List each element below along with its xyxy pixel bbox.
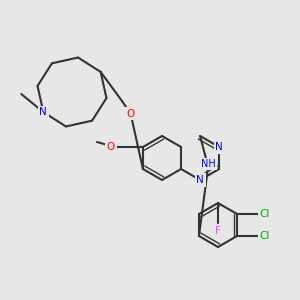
Text: N: N — [196, 175, 204, 185]
Text: N: N — [40, 107, 47, 117]
Text: Cl: Cl — [260, 209, 270, 219]
Text: NH: NH — [201, 159, 215, 169]
Text: O: O — [127, 109, 135, 119]
Text: O: O — [107, 142, 115, 152]
Text: F: F — [215, 226, 221, 236]
Text: N: N — [215, 142, 223, 152]
Text: Cl: Cl — [260, 231, 270, 241]
